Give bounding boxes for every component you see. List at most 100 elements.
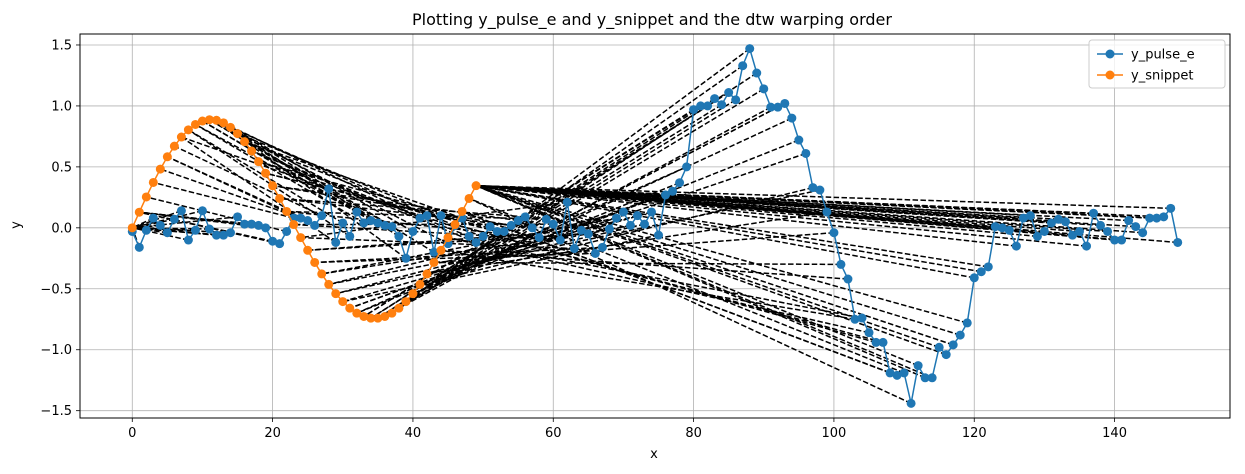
data-point-y_snippet <box>415 280 424 289</box>
data-point-y_pulse_e <box>142 226 151 235</box>
data-point-y_pulse_e <box>724 88 733 97</box>
y-tick-label: −1.0 <box>40 343 72 358</box>
legend-marker <box>1106 71 1115 80</box>
data-point-y_pulse_e <box>942 350 951 359</box>
data-point-y_snippet <box>247 147 256 156</box>
data-point-y_snippet <box>296 233 305 242</box>
data-point-y_pulse_e <box>472 238 481 247</box>
data-point-y_pulse_e <box>879 338 888 347</box>
y-tick-label: −0.5 <box>40 282 72 297</box>
data-point-y_pulse_e <box>1040 227 1049 236</box>
data-point-y_pulse_e <box>465 232 474 241</box>
data-point-y_snippet <box>282 207 291 216</box>
data-point-y_snippet <box>429 258 438 267</box>
data-point-y_pulse_e <box>633 211 642 220</box>
data-point-y_pulse_e <box>836 260 845 269</box>
y-axis-label: y <box>9 221 24 229</box>
data-point-y_pulse_e <box>184 236 193 245</box>
data-point-y_pulse_e <box>1075 227 1084 236</box>
data-point-y_pulse_e <box>1159 212 1168 221</box>
data-point-y_snippet <box>128 223 137 232</box>
data-point-y_snippet <box>233 129 242 138</box>
y-tick-label: 0.5 <box>51 160 72 175</box>
data-point-y_snippet <box>149 178 158 187</box>
data-point-y_pulse_e <box>984 262 993 271</box>
data-point-y_pulse_e <box>731 95 740 104</box>
data-point-y_pulse_e <box>408 227 417 236</box>
data-point-y_snippet <box>394 304 403 313</box>
data-point-y_pulse_e <box>1103 227 1112 236</box>
data-point-y_snippet <box>163 152 172 161</box>
data-point-y_pulse_e <box>654 231 663 240</box>
data-point-y_pulse_e <box>317 211 326 220</box>
data-point-y_pulse_e <box>135 243 144 252</box>
data-point-y_snippet <box>331 289 340 298</box>
x-tick-label: 60 <box>545 426 562 441</box>
data-point-y_pulse_e <box>822 207 831 216</box>
data-point-y_pulse_e <box>605 225 614 234</box>
data-point-y_pulse_e <box>422 211 431 220</box>
data-point-y_snippet <box>317 269 326 278</box>
data-point-y_pulse_e <box>752 69 761 78</box>
data-point-y_pulse_e <box>500 227 509 236</box>
data-point-y_snippet <box>135 208 144 217</box>
data-point-y_snippet <box>261 169 270 178</box>
data-point-y_pulse_e <box>275 239 284 248</box>
data-point-y_pulse_e <box>387 222 396 231</box>
data-point-y_snippet <box>436 246 445 255</box>
data-point-y_pulse_e <box>717 100 726 109</box>
data-point-y_pulse_e <box>310 221 319 230</box>
legend-label: y_snippet <box>1131 69 1193 84</box>
data-point-y_pulse_e <box>963 318 972 327</box>
y-tick-label: −1.5 <box>40 404 72 419</box>
data-point-y_snippet <box>226 123 235 132</box>
data-point-y_pulse_e <box>1082 242 1091 251</box>
data-point-y_pulse_e <box>1124 216 1133 225</box>
data-point-y_snippet <box>444 233 453 242</box>
data-point-y_pulse_e <box>261 223 270 232</box>
data-point-y_pulse_e <box>668 187 677 196</box>
x-tick-label: 20 <box>264 426 281 441</box>
data-point-y_pulse_e <box>928 373 937 382</box>
data-point-y_snippet <box>451 220 460 229</box>
data-point-y_snippet <box>142 192 151 201</box>
data-point-y_pulse_e <box>549 220 558 229</box>
data-point-y_pulse_e <box>1173 238 1182 247</box>
data-point-y_pulse_e <box>556 236 565 245</box>
data-point-y_snippet <box>170 142 179 151</box>
data-point-y_pulse_e <box>345 232 354 241</box>
data-point-y_pulse_e <box>829 228 838 237</box>
data-point-y_pulse_e <box>479 232 488 241</box>
y-tick-label: 1.5 <box>51 38 72 53</box>
legend-label: y_pulse_e <box>1131 48 1195 63</box>
data-point-y_pulse_e <box>703 101 712 110</box>
data-point-y_pulse_e <box>626 221 635 230</box>
data-point-y_pulse_e <box>177 206 186 215</box>
x-tick-label: 0 <box>128 426 136 441</box>
data-point-y_pulse_e <box>907 399 916 408</box>
data-point-y_pulse_e <box>857 314 866 323</box>
data-point-y_pulse_e <box>163 228 172 237</box>
data-point-y_pulse_e <box>1166 204 1175 213</box>
data-point-y_pulse_e <box>865 328 874 337</box>
data-point-y_pulse_e <box>528 223 537 232</box>
data-point-y_snippet <box>401 297 410 306</box>
data-point-y_snippet <box>289 220 298 229</box>
data-point-y_pulse_e <box>935 343 944 352</box>
data-point-y_pulse_e <box>949 340 958 349</box>
data-point-y_pulse_e <box>1026 211 1035 220</box>
data-point-y_snippet <box>465 194 474 203</box>
data-point-y_pulse_e <box>900 368 909 377</box>
x-tick-label: 120 <box>962 426 987 441</box>
data-point-y_pulse_e <box>205 225 214 234</box>
data-point-y_pulse_e <box>535 233 544 242</box>
data-point-y_pulse_e <box>282 227 291 236</box>
data-point-y_pulse_e <box>612 214 621 223</box>
data-point-y_pulse_e <box>170 215 179 224</box>
data-point-y_pulse_e <box>640 220 649 229</box>
data-point-y_snippet <box>240 137 249 146</box>
y-tick-label: 1.0 <box>51 99 72 114</box>
y-tick-label: 0.0 <box>51 221 72 236</box>
